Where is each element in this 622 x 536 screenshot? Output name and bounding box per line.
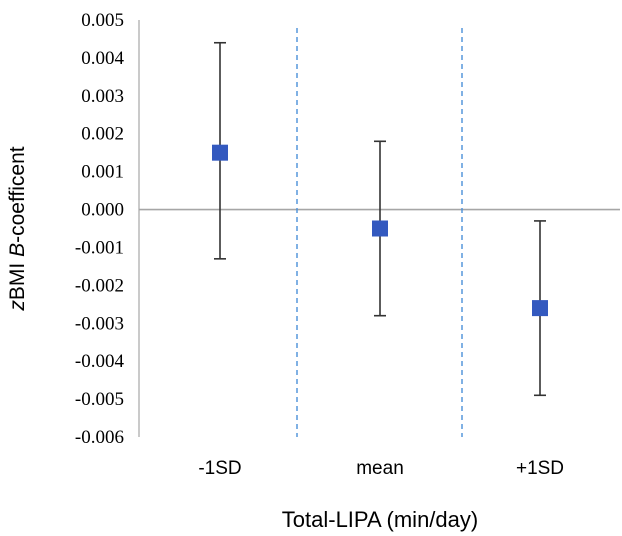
y-axis-title-suffix: -coefficent <box>6 146 29 243</box>
x-axis-title: Total-LIPA (min/day) <box>282 507 478 532</box>
x-tick-label: -1SD <box>198 458 241 479</box>
x-axis-categories: -1SD mean +1SD <box>198 458 564 479</box>
x-tick-label: mean <box>356 458 404 479</box>
y-tick-label: 0.002 <box>81 124 124 145</box>
y-tick-label: -0.005 <box>75 389 124 410</box>
y-tick-label: 0.000 <box>81 200 124 221</box>
y-axis-title-italic-b: B <box>6 243 29 257</box>
error-bars <box>214 41 546 397</box>
y-tick-label: 0.005 <box>81 10 124 31</box>
y-tick-label: 0.004 <box>81 48 124 69</box>
y-axis-ticks: 0.005 0.004 0.003 0.002 0.001 0.000 -0.001 -0.0… <box>75 10 125 448</box>
y-axis-title-italic-z: z <box>6 300 29 312</box>
y-tick-label: -0.002 <box>75 275 124 296</box>
y-tick-label: 0.003 <box>81 86 124 107</box>
x-tick-label: +1SD <box>516 458 564 479</box>
data-points <box>212 144 548 317</box>
y-tick-label: -0.004 <box>75 351 125 372</box>
y-axis-title-bmi: BMI <box>6 257 29 300</box>
y-tick-label: -0.003 <box>75 313 124 334</box>
y-axis-title: zBMI B-coefficent <box>6 146 29 311</box>
data-point <box>372 220 388 237</box>
data-point <box>532 300 548 317</box>
data-point <box>212 144 228 161</box>
y-tick-label: -0.006 <box>75 427 124 448</box>
y-tick-label: 0.001 <box>81 162 124 183</box>
y-tick-label: -0.001 <box>75 237 124 258</box>
